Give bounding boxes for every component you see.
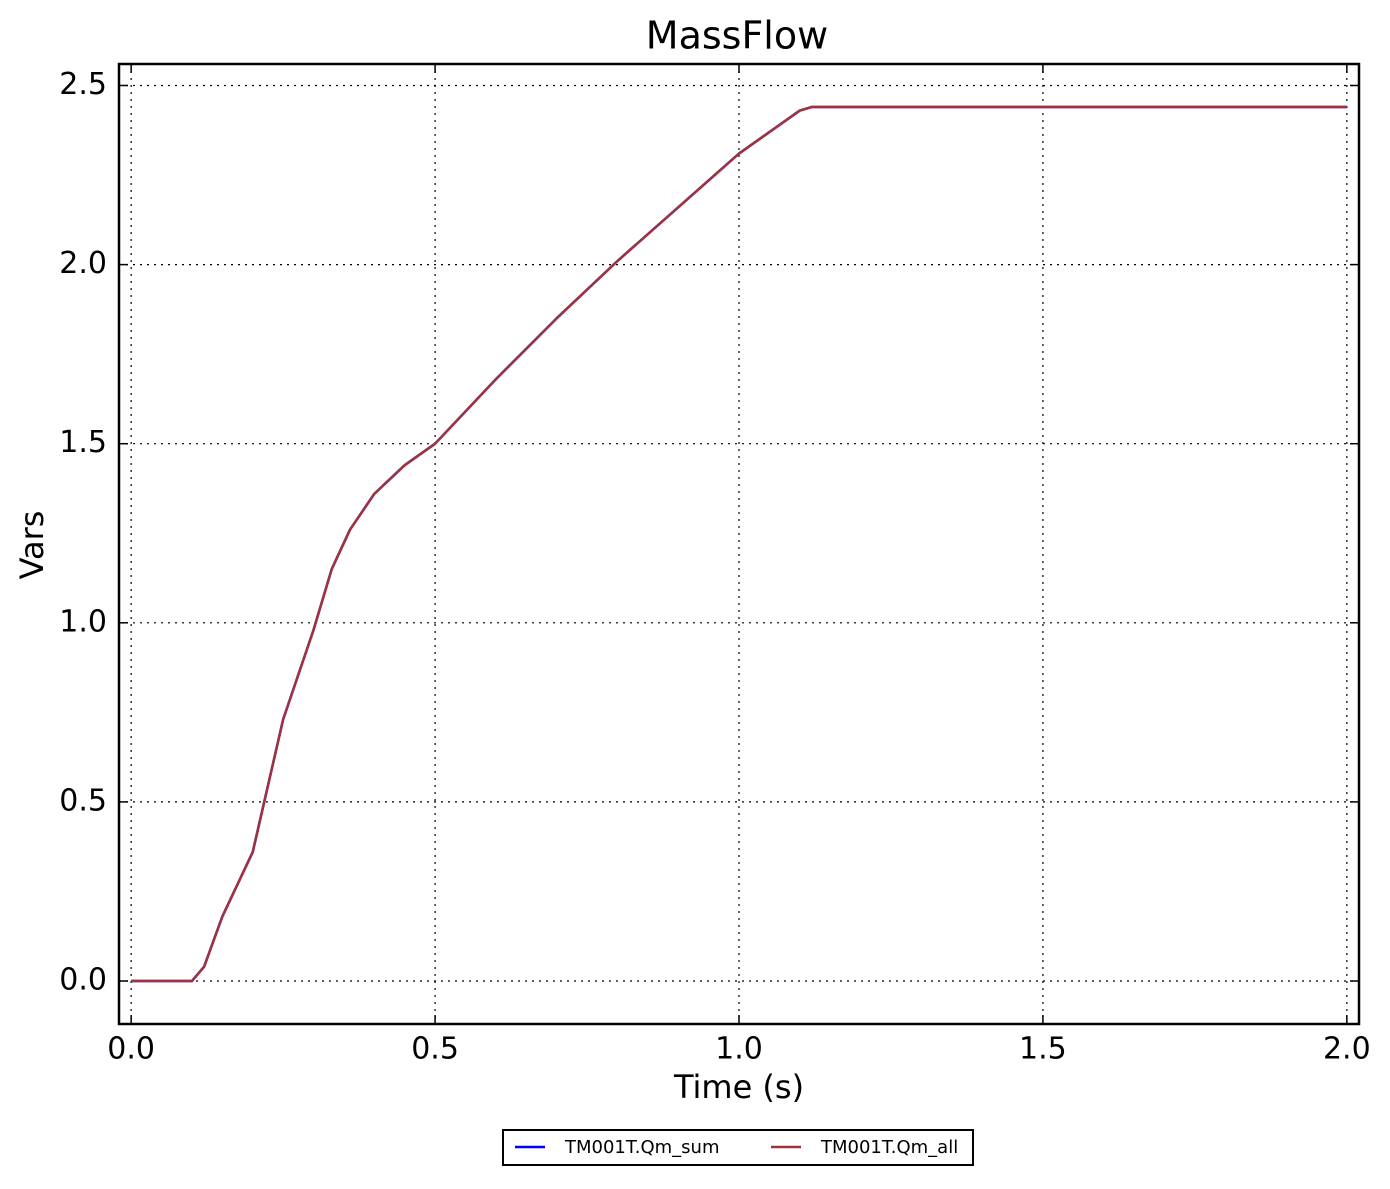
legend-label: TM001T.Qm_sum bbox=[564, 1137, 720, 1158]
series-line bbox=[131, 105, 1347, 983]
x-tick-label: 0.5 bbox=[411, 1032, 459, 1067]
x-tick-label: 1.5 bbox=[1019, 1032, 1067, 1067]
x-tick-label: 0.0 bbox=[107, 1032, 155, 1067]
y-tick-label: 1.0 bbox=[59, 604, 107, 639]
legend-box bbox=[502, 1129, 974, 1166]
plot-frame bbox=[117, 62, 1361, 1026]
y-tick-label: 0.0 bbox=[59, 963, 107, 998]
legend: TM001T.Qm_sum TM001T.Qm_all bbox=[502, 1129, 974, 1166]
x-tick-label: 1.0 bbox=[715, 1032, 763, 1067]
y-tick-label: 2.0 bbox=[59, 246, 107, 281]
x-axis-label: Time (s) bbox=[673, 1068, 804, 1106]
y-tick-label: 2.5 bbox=[59, 67, 107, 102]
legend-label: TM001T.Qm_all bbox=[820, 1137, 958, 1158]
y-axis-label: Vars bbox=[13, 511, 51, 580]
chart-title: MassFlow bbox=[646, 14, 828, 58]
x-tick-label: 2.0 bbox=[1323, 1032, 1371, 1067]
y-tick-label: 0.5 bbox=[59, 783, 107, 818]
y-tick-label: 1.5 bbox=[59, 425, 107, 460]
